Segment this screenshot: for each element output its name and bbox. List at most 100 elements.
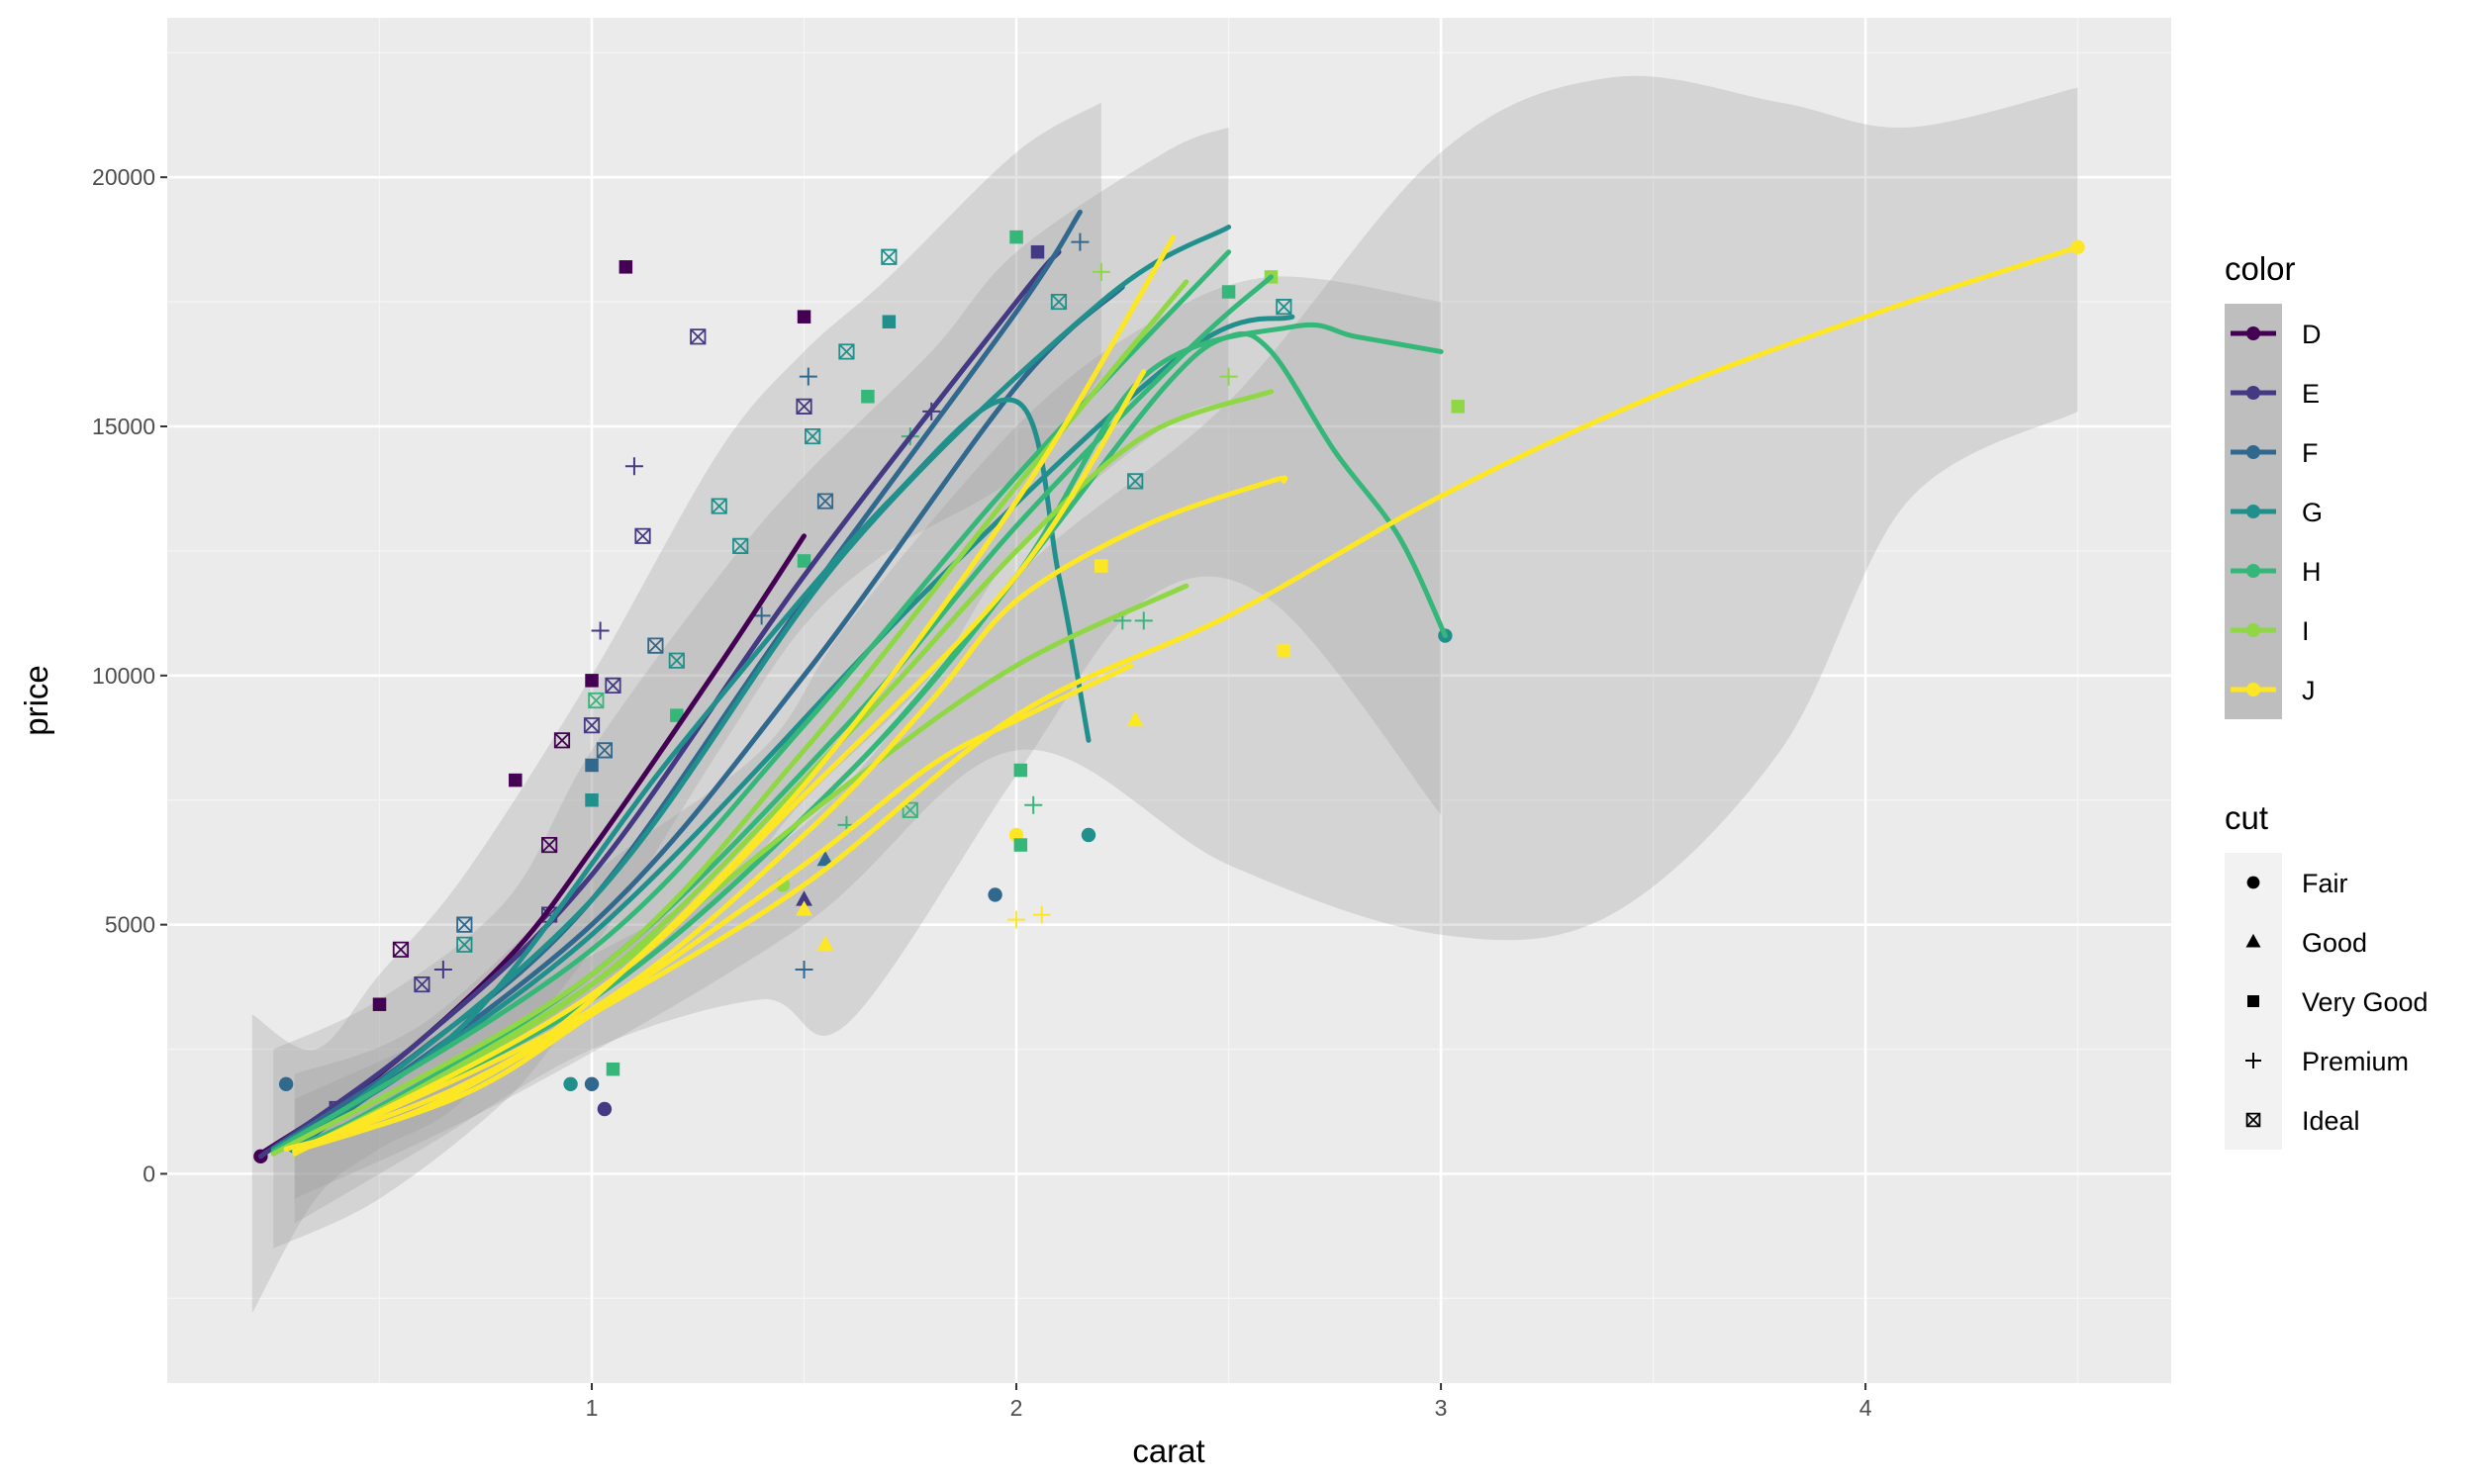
data-point (1007, 910, 1026, 929)
data-point (1013, 763, 1028, 778)
data-point (795, 960, 813, 978)
legend-cut-title: cut (2225, 799, 2268, 836)
data-point (861, 390, 875, 404)
data-point (796, 398, 812, 415)
smooth-line (270, 397, 1092, 1152)
data-point (1050, 293, 1068, 311)
legend-key-point (2246, 445, 2260, 459)
data-point (1013, 838, 1028, 852)
legend-label-D: D (2302, 320, 2322, 349)
smooth-line (283, 244, 2081, 1152)
data-point (799, 367, 817, 386)
x-axis-ticks: 1 2 3 4 (586, 1383, 1872, 1421)
data-point (585, 792, 599, 807)
data-point (882, 315, 897, 328)
data-point (585, 674, 599, 688)
data-point (797, 310, 811, 324)
legend-shape-circle (2246, 876, 2260, 889)
legend-label-E: E (2302, 379, 2320, 409)
legend-key-point (2246, 683, 2260, 696)
smooth-line (292, 369, 1147, 1157)
legend-shape-square (2247, 995, 2259, 1007)
y-tick-label: 15000 (92, 414, 155, 439)
data-point (796, 890, 812, 906)
data-point (624, 457, 643, 476)
data-point (563, 1076, 578, 1092)
smooth-line (292, 663, 1134, 1155)
legend-key-point (2246, 564, 2260, 578)
x-axis-title: carat (1132, 1433, 1204, 1469)
y-axis-ticks: 0 5000 10000 15000 20000 (92, 164, 167, 1186)
data-point (553, 732, 571, 749)
data-point (1094, 559, 1108, 573)
data-point (816, 850, 834, 867)
data-point (797, 554, 811, 568)
data-point (456, 936, 473, 953)
legend-color: color D EF G HI J (2225, 250, 2323, 719)
data-point (509, 773, 523, 788)
legend-label-circle: Fair (2302, 869, 2348, 898)
data-point (838, 343, 855, 360)
x-tick-label: 4 (1859, 1395, 1872, 1421)
data-point (414, 975, 430, 993)
data-point (583, 717, 601, 734)
data-point (690, 328, 707, 345)
legend-label-F: F (2302, 438, 2319, 468)
data-point (711, 498, 727, 514)
data-point (585, 758, 599, 773)
legend-label-J: J (2302, 676, 2316, 705)
data-point (1071, 232, 1090, 251)
legend-shape-plus (2245, 1053, 2261, 1068)
smooth-line (292, 475, 1288, 1155)
confidence-ribbon (251, 102, 1101, 1314)
smooth-line (334, 583, 1189, 1137)
data-point (591, 621, 610, 640)
smooth-line (292, 225, 1232, 1152)
y-tick-label: 5000 (105, 912, 155, 938)
data-point (1081, 827, 1096, 843)
legend-label-I: I (2302, 616, 2310, 646)
data-point (605, 677, 621, 694)
data-point (456, 916, 473, 933)
data-point (588, 692, 605, 709)
legend-label-square: Very Good (2302, 987, 2428, 1017)
data-point (647, 637, 664, 654)
legend-key-point (2246, 623, 2260, 637)
data-point (1127, 473, 1144, 490)
y-tick-label: 0 (143, 1160, 155, 1186)
legend-label-boxcross: Ideal (2302, 1106, 2360, 1136)
data-point (796, 900, 812, 916)
data-point (881, 248, 898, 265)
data-point (596, 742, 613, 759)
data-point (1024, 795, 1043, 814)
data-point (668, 652, 685, 669)
data-point (278, 1076, 294, 1092)
data-point (618, 260, 633, 274)
y-tick-label: 20000 (92, 164, 155, 190)
data-point (1030, 244, 1045, 259)
data-point (752, 606, 771, 625)
legend-color-title: color (2225, 250, 2296, 287)
legend-shape-boxcross (2245, 1112, 2261, 1128)
data-point (816, 493, 834, 510)
data-point (1276, 299, 1292, 316)
smooth-lines (257, 209, 2081, 1159)
legend-label-plus: Premium (2302, 1047, 2409, 1076)
data-point (1092, 262, 1110, 281)
data-point (634, 527, 651, 544)
smooth-line (292, 234, 1177, 1152)
data-point (1219, 367, 1238, 386)
x-tick-label: 1 (586, 1395, 599, 1421)
data-point (584, 1076, 600, 1092)
legend-key-point (2246, 326, 2260, 340)
data-point (732, 537, 749, 554)
y-axis-title: price (18, 665, 54, 736)
data-point (606, 1062, 620, 1076)
smooth-line (292, 284, 1125, 1152)
smooth-line (257, 249, 1062, 1159)
data-point (816, 935, 834, 951)
data-point (1126, 710, 1144, 727)
legend-label-H: H (2302, 557, 2322, 587)
data-point (988, 887, 1002, 902)
